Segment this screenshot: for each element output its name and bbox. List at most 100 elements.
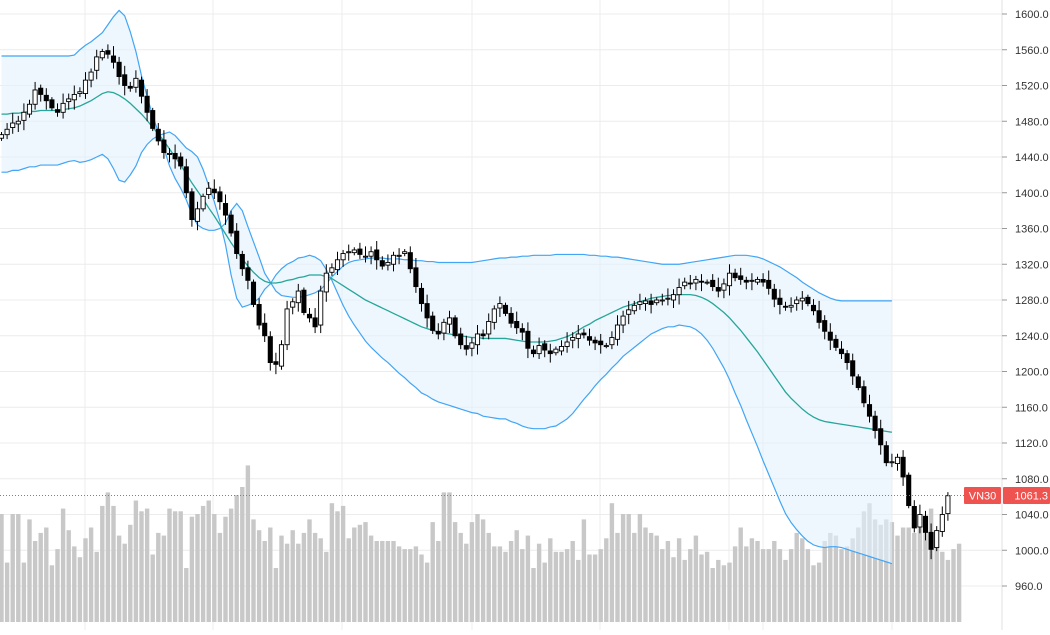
candle [351,247,357,256]
volume-bar [352,527,357,622]
y-tick-label: 1080.0 [1015,474,1049,486]
symbol-badge-bg [964,487,1001,504]
candle [575,325,581,349]
volume-bar [256,530,262,622]
last-price-badges: VN30 1061.3 [964,487,1050,504]
candle [239,250,245,276]
volume-bar [833,535,839,622]
volume-bar [234,495,239,622]
candle-body [0,134,5,139]
candle [855,374,861,391]
candle-body [21,111,27,121]
volume-bar [721,565,727,622]
candle-body [374,249,380,261]
volume-bar [732,546,738,622]
candle-body [939,514,945,532]
volume-bar [548,538,553,622]
volume-bar [301,532,307,622]
volume-bar [94,551,99,622]
volume-bar [844,546,850,622]
volume-bar [436,541,441,622]
candle-body [362,255,369,258]
candle [917,504,923,534]
candle-body [329,267,335,273]
candle [693,275,699,291]
candle [749,273,755,291]
candle-body [368,251,374,257]
candle-body [614,324,621,340]
volume-bar [564,549,570,622]
candle-body [665,297,671,300]
candle-body [357,248,363,255]
candle [334,251,341,275]
candle-body [122,74,128,86]
volume-bar [122,543,127,622]
candle-body [38,87,44,95]
y-tick-label: 1040.0 [1015,510,1049,522]
volume-bar [290,530,295,622]
candle [340,249,346,267]
candle-body [144,95,150,113]
candle [262,313,268,343]
volume-bar [620,514,626,622]
candle [530,345,537,358]
candle-body [49,99,55,109]
candle-body [844,353,850,364]
candle [189,188,195,227]
candle-body [323,272,329,293]
candle-body [228,214,234,234]
candle [10,113,16,134]
y-tick-label: 1480.0 [1015,116,1049,128]
candle-body [553,348,559,354]
candle-body [430,315,436,331]
volume-bar [525,535,531,622]
candle [760,273,766,287]
volume-bar [284,543,290,622]
candle [911,500,917,533]
candle [715,277,721,298]
candle-body [710,279,716,288]
y-tick-label: 960.0 [1015,581,1043,593]
volume-bar [184,568,189,622]
volume-bar [923,519,928,622]
candle [49,97,55,111]
volume-bar [497,546,503,622]
candle [872,410,878,439]
volume-bar [900,527,906,622]
candle-body [794,299,800,305]
price-axis[interactable]: 1600.0 1560.0 1520.0 1480.0 1440.0 1400.0 1360… [1001,0,1049,630]
candle [698,274,705,292]
candle-body [676,287,682,296]
candle [402,249,408,257]
candle [435,323,441,340]
y-tick-label: 1240.0 [1015,331,1049,343]
ma-line [1,91,893,433]
candle-body [508,312,514,324]
candle [508,307,514,328]
candle [626,300,632,325]
candle-body [306,313,313,319]
y-tick-label: 1000.0 [1015,545,1049,557]
candle [178,152,184,170]
volume-bar [917,527,923,622]
volume-bar [486,532,491,622]
volume-bar [396,546,402,622]
candle [150,107,156,132]
volume-bar [727,562,732,622]
candle [799,291,805,310]
volume-bar [100,505,105,622]
candle [21,103,27,131]
volume-bar [441,492,447,622]
volume-bar [828,532,833,622]
candle [726,264,733,296]
candle-body [217,191,223,203]
candle [26,99,33,118]
candle-body [766,279,772,289]
candle-body [402,251,408,254]
volume-bar [66,530,71,622]
candle [721,278,727,299]
volume-bar [872,519,878,622]
volume-bar [10,514,15,622]
